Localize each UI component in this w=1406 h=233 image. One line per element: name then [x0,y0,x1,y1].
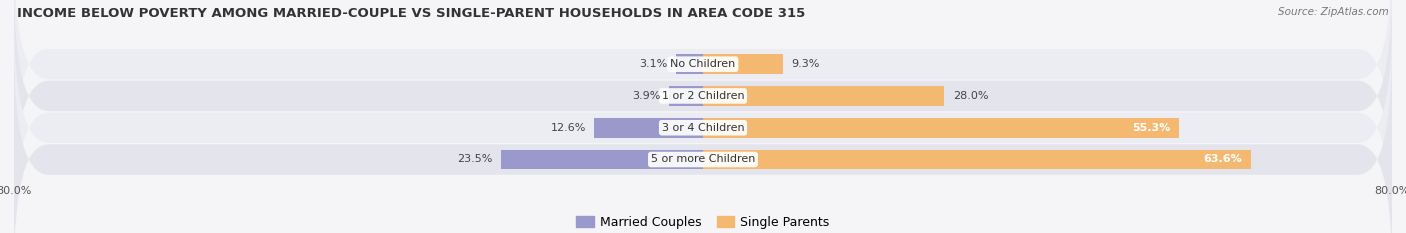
Text: 3.9%: 3.9% [633,91,661,101]
Bar [595,118,703,137]
Text: 55.3%: 55.3% [1132,123,1171,133]
Text: 9.3%: 9.3% [792,59,820,69]
Text: 23.5%: 23.5% [457,154,492,164]
Text: 3.1%: 3.1% [640,59,668,69]
Legend: Married Couples, Single Parents: Married Couples, Single Parents [576,216,830,229]
Bar [676,54,703,74]
Bar [501,150,703,169]
Text: 5 or more Children: 5 or more Children [651,154,755,164]
Bar [703,86,945,106]
Text: 63.6%: 63.6% [1204,154,1241,164]
Text: 28.0%: 28.0% [953,91,988,101]
FancyBboxPatch shape [14,0,1392,208]
Text: Source: ZipAtlas.com: Source: ZipAtlas.com [1278,7,1389,17]
FancyBboxPatch shape [14,0,1392,176]
Text: 3 or 4 Children: 3 or 4 Children [662,123,744,133]
FancyBboxPatch shape [14,48,1392,233]
Text: 12.6%: 12.6% [551,123,586,133]
Bar [703,54,783,74]
Bar [703,150,1251,169]
FancyBboxPatch shape [14,16,1392,233]
Text: No Children: No Children [671,59,735,69]
Bar [703,118,1180,137]
Bar [669,86,703,106]
Text: 1 or 2 Children: 1 or 2 Children [662,91,744,101]
Text: INCOME BELOW POVERTY AMONG MARRIED-COUPLE VS SINGLE-PARENT HOUSEHOLDS IN AREA CO: INCOME BELOW POVERTY AMONG MARRIED-COUPL… [17,7,806,20]
